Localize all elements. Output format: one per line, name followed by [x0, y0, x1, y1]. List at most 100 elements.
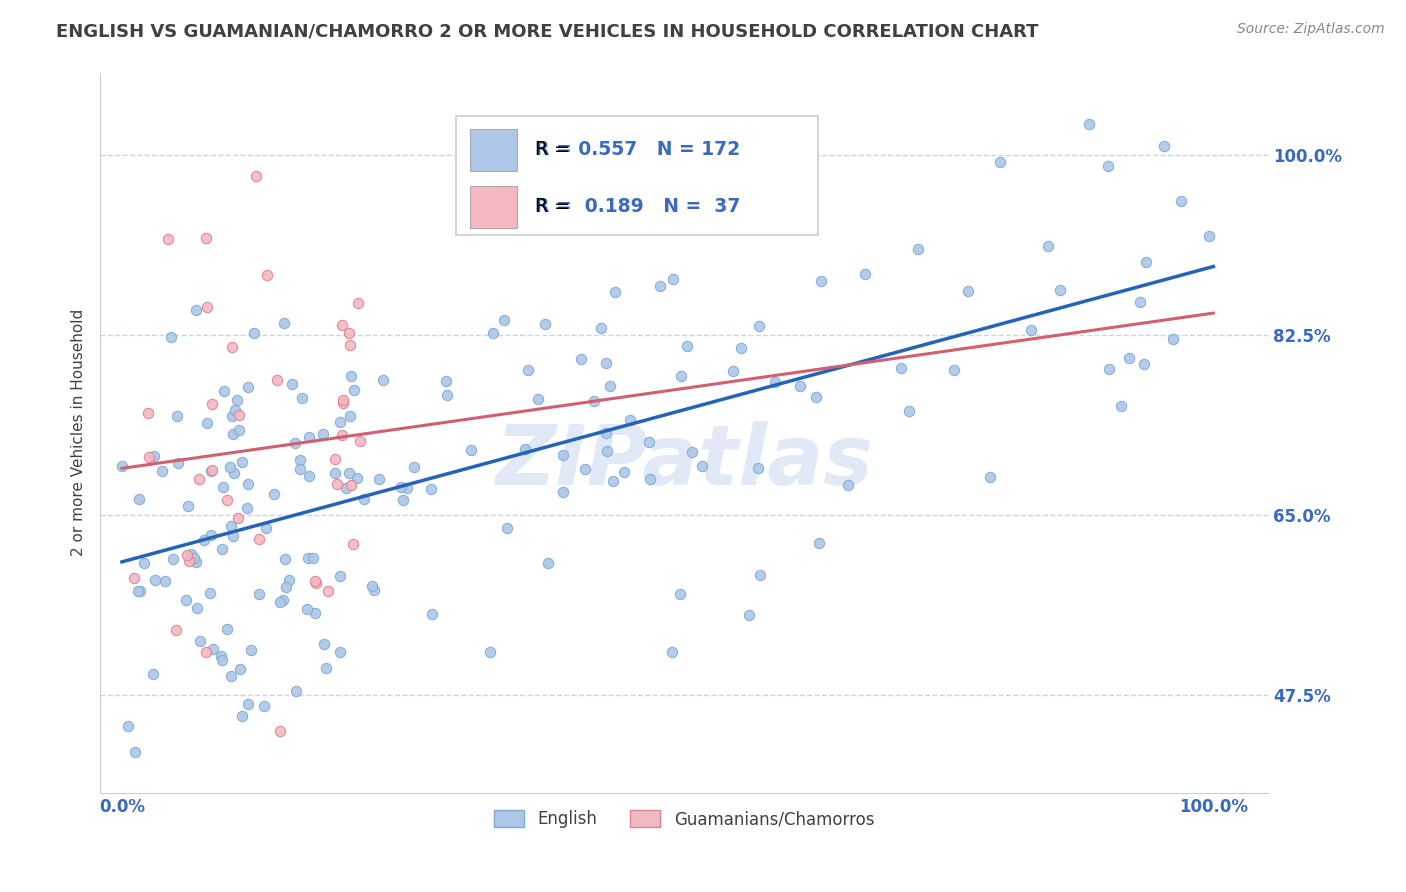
Point	[373, 373, 395, 387]
Point	[553, 485, 575, 500]
Text: ENGLISH VS GUAMANIAN/CHAMORRO 2 OR MORE VEHICLES IN HOUSEHOLD CORRELATION CHART: ENGLISH VS GUAMANIAN/CHAMORRO 2 OR MORE …	[56, 22, 1039, 40]
Point	[789, 379, 811, 393]
Point	[253, 699, 276, 714]
Point	[1198, 228, 1220, 243]
Point	[747, 460, 769, 475]
Point	[132, 557, 155, 571]
Point	[662, 272, 685, 286]
Legend: English, Guamanians/Chamorros: English, Guamanians/Chamorros	[486, 803, 882, 835]
Point	[340, 477, 363, 491]
Point	[460, 442, 482, 457]
Point	[343, 383, 366, 397]
Point	[342, 537, 364, 551]
Point	[638, 434, 661, 449]
Point	[537, 557, 560, 571]
Point	[256, 268, 278, 282]
Point	[638, 472, 661, 486]
Point	[291, 391, 314, 405]
Point	[142, 449, 165, 463]
Point	[176, 549, 198, 563]
Point	[943, 362, 966, 376]
Point	[157, 232, 180, 246]
Point	[271, 593, 294, 607]
Point	[312, 427, 335, 442]
Point	[195, 300, 218, 314]
Point	[228, 423, 250, 437]
Point	[890, 361, 912, 376]
Point	[323, 467, 346, 481]
Point	[218, 460, 240, 475]
Point	[595, 443, 617, 458]
Point	[516, 363, 538, 377]
Point	[748, 318, 770, 333]
Point	[492, 313, 515, 327]
Point	[165, 623, 187, 637]
Point	[738, 607, 761, 622]
Point	[224, 466, 246, 480]
Point	[297, 550, 319, 565]
Point	[346, 470, 368, 484]
Point	[200, 465, 222, 479]
Point	[681, 445, 703, 459]
Point	[225, 392, 247, 407]
Point	[339, 338, 361, 352]
Point	[228, 408, 250, 422]
Point	[765, 375, 787, 389]
Y-axis label: 2 or more Vehicles in Household: 2 or more Vehicles in Household	[72, 310, 86, 557]
Point	[1133, 357, 1156, 371]
Point	[1170, 194, 1192, 209]
Point	[553, 449, 575, 463]
Point	[236, 698, 259, 712]
Point	[513, 442, 536, 457]
Point	[337, 326, 360, 340]
FancyBboxPatch shape	[457, 116, 818, 235]
Point	[211, 542, 233, 557]
Point	[166, 409, 188, 423]
Point	[363, 583, 385, 598]
Point	[1036, 238, 1059, 252]
Point	[368, 472, 391, 486]
Point	[298, 429, 321, 443]
Point	[1118, 351, 1140, 365]
Point	[1109, 399, 1132, 413]
Point	[219, 668, 242, 682]
Point	[1163, 332, 1185, 346]
Point	[602, 474, 624, 488]
Point	[298, 469, 321, 483]
Point	[395, 481, 418, 495]
Point	[211, 653, 233, 667]
Point	[245, 169, 267, 183]
Point	[534, 317, 557, 331]
Point	[583, 394, 606, 409]
Point	[215, 492, 238, 507]
Point	[274, 580, 297, 594]
Point	[278, 573, 301, 587]
Text: R =: R =	[534, 140, 569, 160]
Point	[226, 511, 249, 525]
Point	[574, 462, 596, 476]
Point	[676, 339, 699, 353]
Point	[221, 409, 243, 424]
Point	[231, 709, 253, 723]
Point	[209, 648, 232, 663]
Point	[316, 583, 339, 598]
Point	[332, 396, 354, 410]
Point	[988, 154, 1011, 169]
Point	[194, 231, 217, 245]
Point	[730, 341, 752, 355]
Point	[669, 369, 692, 384]
Point	[339, 409, 361, 423]
Point	[214, 384, 236, 399]
Point	[329, 415, 352, 429]
Point	[1135, 255, 1157, 269]
Text: Source: ZipAtlas.com: Source: ZipAtlas.com	[1237, 22, 1385, 37]
Point	[340, 368, 363, 383]
Point	[129, 584, 152, 599]
Point	[807, 536, 830, 550]
Point	[247, 532, 270, 546]
Point	[434, 375, 457, 389]
Point	[853, 267, 876, 281]
Point	[198, 586, 221, 600]
Point	[269, 723, 291, 738]
Point	[1097, 362, 1119, 376]
